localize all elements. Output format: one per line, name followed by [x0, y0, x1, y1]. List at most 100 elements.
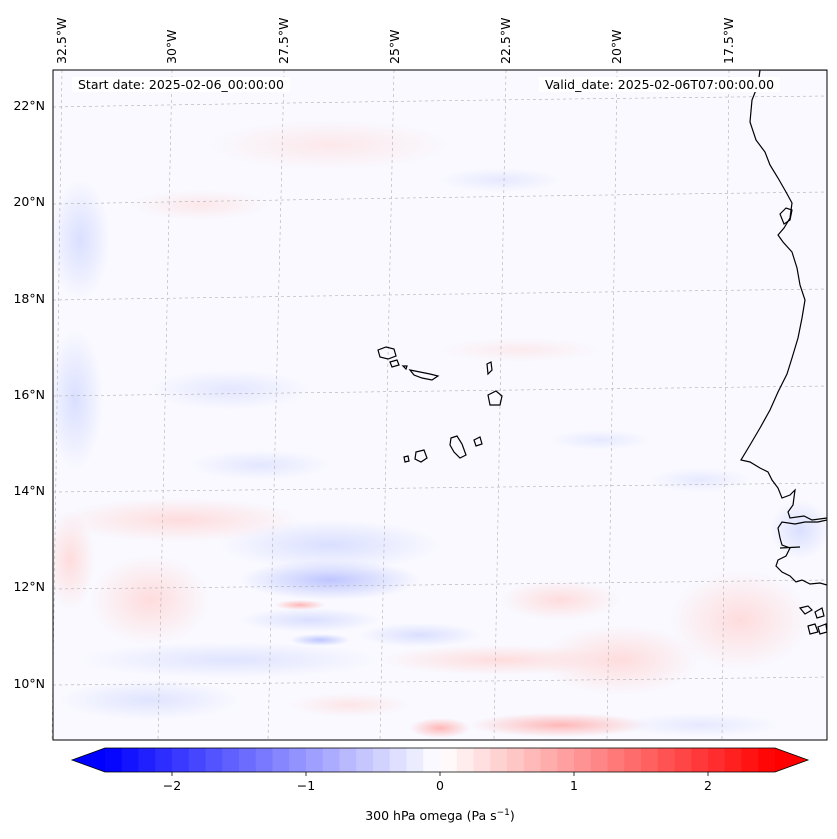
colorbar-segment	[389, 748, 408, 772]
lat-label-10n: 10°N	[13, 676, 45, 691]
colorbar-extend-low	[72, 748, 105, 772]
colorbar-tick-label: −1	[296, 778, 316, 793]
santiago	[449, 435, 467, 459]
colorbar-segment	[624, 748, 642, 772]
colorbar-segment	[490, 748, 508, 772]
colorbar-title: 300 hPa omega (Pa s−1)	[365, 808, 515, 823]
meridian-27-5w	[267, 69, 285, 741]
lat-label-12n: 12°N	[13, 579, 45, 594]
parallel-14n	[52, 482, 828, 493]
colorbar-segment	[205, 748, 223, 772]
lat-label-14n: 14°N	[13, 483, 45, 498]
bijagos-2	[814, 607, 825, 619]
colorbar-segment	[641, 748, 659, 772]
bijagos-3	[807, 623, 819, 635]
parallel-18n	[52, 288, 828, 301]
colorbar-segment	[473, 748, 491, 772]
bijagos-4	[817, 623, 827, 635]
colorbar-segment	[289, 748, 307, 772]
meridian-17-5w	[721, 69, 730, 741]
colorbar-segment	[691, 748, 709, 772]
dakhla	[779, 207, 793, 225]
colorbar-segment	[188, 748, 207, 772]
colorbar-segment	[674, 748, 692, 772]
colorbar-segment	[306, 748, 324, 772]
colorbar-segment	[121, 748, 140, 772]
colorbar-segment	[356, 748, 374, 772]
colorbar-segment	[440, 748, 458, 772]
lat-label-18n: 18°N	[13, 291, 45, 306]
fogo	[414, 449, 428, 463]
colorbar-tick-label: 2	[704, 778, 712, 793]
colorbar-segment	[758, 748, 776, 772]
parallel-22n	[52, 95, 828, 108]
parallel-12n	[52, 579, 828, 590]
colorbar-segment	[406, 748, 424, 772]
colorbar-extend-high	[775, 748, 808, 772]
meridian-32-5w	[51, 69, 63, 741]
colorbar-segment	[456, 748, 475, 772]
colorbar-segment	[708, 748, 726, 772]
colorbar-segment	[155, 748, 173, 772]
colorbar-segment	[423, 748, 441, 772]
parallel-20n	[52, 191, 828, 205]
maio	[473, 436, 483, 447]
cape-verde-islands	[377, 346, 503, 463]
lat-label-22n: 22°N	[13, 98, 45, 113]
colorbar-outline	[70, 747, 810, 773]
valid-date-label: Valid_date: 2025-02-06T07:00:00.00	[539, 77, 781, 92]
lat-label-16n: 16°N	[13, 387, 45, 402]
parallel-16n	[52, 385, 828, 397]
colorbar-segment	[724, 748, 743, 772]
africa-coast-south	[775, 519, 827, 586]
colorbar-segment	[607, 748, 625, 772]
colorbar-segment	[590, 748, 609, 772]
colorbar-segment	[239, 748, 257, 772]
gambia-cut	[779, 546, 801, 549]
colorbar-segment	[138, 748, 156, 772]
meridian-25w	[379, 69, 395, 741]
colorbar-segment	[507, 748, 525, 772]
graticule	[51, 69, 828, 741]
colorbar-tick-label: 1	[570, 778, 578, 793]
colorbar-segment	[373, 748, 391, 772]
santa-luzia	[401, 365, 408, 371]
sal	[486, 361, 493, 376]
colorbar-segment	[322, 748, 341, 772]
colorbar-title-main: 300 hPa omega (Pa s	[365, 808, 497, 824]
colorbar-segment	[105, 748, 123, 772]
colorbar-segment	[540, 748, 558, 772]
colorbar-segment	[255, 748, 274, 772]
colorbar-segment	[657, 748, 676, 772]
sao-nicolau	[408, 369, 440, 381]
colorbar-segment	[557, 748, 575, 772]
boa-vista	[487, 390, 503, 406]
africa-coast	[740, 70, 827, 521]
colorbar-segment	[272, 748, 290, 772]
sao-vicente	[389, 359, 400, 368]
meridian-30w	[157, 69, 173, 741]
colorbar-segment	[222, 748, 240, 772]
colorbar-segment	[523, 748, 542, 772]
colorbar-tick-label: 0	[436, 778, 444, 793]
meridian-22-5w	[493, 69, 507, 741]
parallel-10n	[52, 676, 828, 686]
meridian-20w	[606, 69, 618, 741]
brava	[403, 455, 410, 463]
colorbar-segment	[741, 748, 759, 772]
colorbar-title-close: )	[509, 808, 515, 824]
map-frame	[52, 69, 828, 741]
omega-field	[53, 70, 827, 740]
coastlines	[740, 70, 827, 635]
colorbar-title-exponent: −1	[496, 808, 510, 818]
lat-label-20n: 20°N	[13, 194, 45, 209]
colorbar-segment	[172, 748, 190, 772]
colorbar-tick-label: −2	[162, 778, 182, 793]
start-date-label: Start date: 2025-02-06_00:00:00	[72, 77, 290, 92]
colorbar-segment	[339, 748, 357, 772]
bijagos	[798, 605, 813, 615]
santo-antao	[377, 346, 397, 360]
colorbar-segment	[574, 748, 592, 772]
